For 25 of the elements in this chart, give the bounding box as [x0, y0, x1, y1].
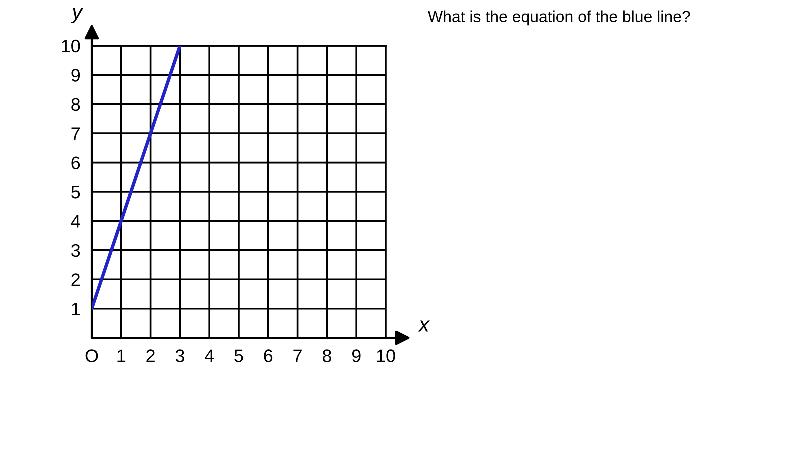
x-tick-label: 9	[352, 350, 361, 362]
y-tick-label: 3	[72, 244, 80, 258]
x-axis-title: x	[418, 320, 430, 332]
y-tick-label: 4	[71, 215, 80, 228]
x-tick-label: 7	[294, 350, 302, 362]
y-tick-label: 5	[72, 186, 80, 199]
x-tick-label: 10	[377, 350, 396, 362]
x-tick-label: 4	[204, 350, 214, 362]
y-tick-label: 9	[72, 69, 80, 82]
x-tick-label: 5	[234, 350, 244, 362]
y-tick-label: 8	[72, 98, 80, 112]
x-tick-label: 2	[146, 350, 155, 362]
x-tick-label: 1	[118, 350, 126, 362]
x-tick-label: O	[86, 350, 98, 362]
y-tick-label: 6	[72, 156, 80, 170]
x-tick-label: 3	[176, 350, 184, 362]
x-tick-label: 6	[264, 350, 273, 362]
y-tick-label: 7	[72, 128, 80, 140]
y-tick-label: 2	[72, 274, 80, 286]
x-tick-label: 8	[322, 350, 332, 362]
line-series	[92, 46, 182, 311]
y-tick-label: 10	[62, 40, 80, 53]
text: What is the equation of the blue line?	[428, 10, 690, 26]
y-tick-label: 1	[72, 302, 80, 316]
y-axis-title: y	[70, 8, 84, 24]
